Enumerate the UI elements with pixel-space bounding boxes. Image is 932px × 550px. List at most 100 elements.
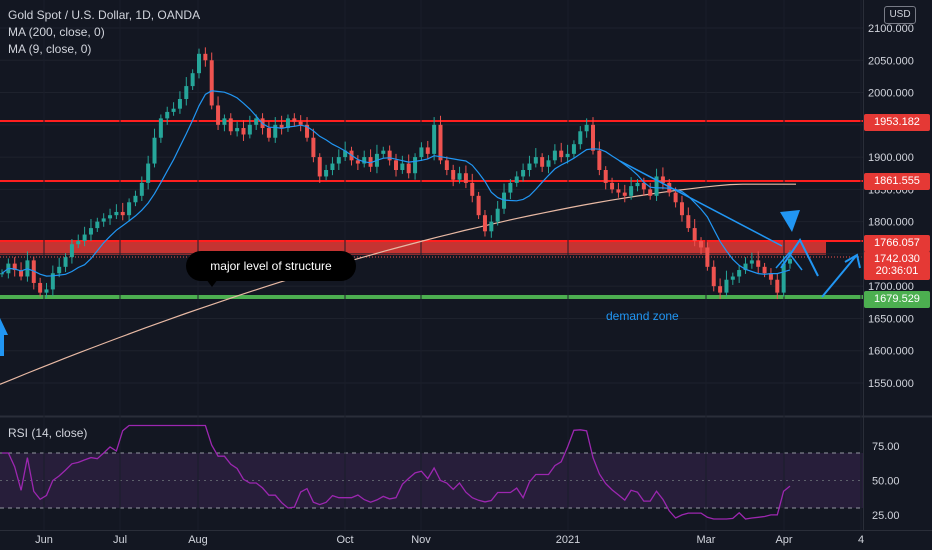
candle-body xyxy=(209,60,214,106)
candle-body xyxy=(127,202,132,216)
ma200-line xyxy=(0,183,796,385)
candle-body xyxy=(133,195,138,203)
candle-body xyxy=(495,208,500,222)
candle-body xyxy=(228,118,233,132)
candle-body xyxy=(463,173,468,183)
candle-body xyxy=(711,266,716,287)
down-arrow-icon[interactable] xyxy=(780,210,800,232)
projection-up-arrow[interactable] xyxy=(821,255,857,298)
candle-body xyxy=(273,124,278,138)
candle-body xyxy=(457,173,462,180)
candle-body xyxy=(559,150,564,158)
chart-title: Gold Spot / U.S. Dollar, 1D, OANDA xyxy=(8,8,201,22)
candle-body xyxy=(438,124,443,161)
candle-body xyxy=(171,108,176,112)
candle-body xyxy=(622,192,627,196)
candle-body xyxy=(641,182,646,190)
rsi-tick-label: 75.00 xyxy=(872,441,900,453)
candle-body xyxy=(476,195,481,216)
time-tick-label: 4 xyxy=(858,534,864,546)
candle-body xyxy=(197,53,201,74)
candle-body xyxy=(216,105,221,125)
candle-body xyxy=(616,189,621,193)
candle-body xyxy=(406,163,411,174)
time-tick-label: Mar xyxy=(697,534,716,546)
time-tick-label: Jul xyxy=(113,534,127,546)
candle-body xyxy=(521,170,526,177)
rsi-axis: 25.00 50.00 75.00 xyxy=(872,441,900,522)
candle-body xyxy=(95,221,100,229)
ma9-legend[interactable]: MA (9, close, 0) xyxy=(8,42,92,56)
candle-body xyxy=(317,157,322,177)
candle-body xyxy=(482,215,487,232)
time-tick-label: Apr xyxy=(775,534,792,546)
candle-body xyxy=(597,150,602,170)
candle-body xyxy=(254,118,259,125)
candle-body xyxy=(737,270,742,277)
candle-body xyxy=(591,124,595,151)
candle-body xyxy=(762,266,767,274)
candle-body xyxy=(654,176,659,196)
ma9-line xyxy=(1,90,791,277)
price-tag: 20:36:01 xyxy=(864,263,930,281)
price-tick-label: 1550.000 xyxy=(868,378,914,390)
trend-line[interactable] xyxy=(619,160,783,247)
candle-body xyxy=(381,150,386,154)
candle-body xyxy=(88,228,93,235)
candle-body xyxy=(432,124,437,154)
candle-body xyxy=(400,163,405,170)
price-tag: 1766.057 xyxy=(864,235,930,253)
candle-body xyxy=(311,137,316,158)
candle-body xyxy=(152,137,157,164)
candle-body xyxy=(158,118,163,138)
currency-button[interactable]: USD xyxy=(884,6,916,24)
candle-body xyxy=(330,163,335,170)
candle-body xyxy=(413,157,418,174)
candle-body xyxy=(190,73,195,87)
candle-body xyxy=(63,257,68,267)
candle-body xyxy=(699,241,704,248)
rsi-title[interactable]: RSI (14, close) xyxy=(8,426,88,440)
candle-body xyxy=(387,150,392,161)
candle-body xyxy=(743,263,748,271)
candle-body xyxy=(82,234,87,241)
candle-body xyxy=(679,202,684,216)
structure-callout[interactable]: major level of structure xyxy=(186,251,356,287)
candle-body xyxy=(527,163,532,170)
candle-body xyxy=(0,273,4,275)
ma200-legend[interactable]: MA (200, close, 0) xyxy=(8,25,105,39)
candle-body xyxy=(635,182,640,187)
candle-body xyxy=(470,182,475,196)
candle-body xyxy=(305,124,310,138)
candle-body xyxy=(514,176,519,183)
candle-body xyxy=(648,189,653,196)
candle-body xyxy=(336,157,341,164)
candle-body xyxy=(355,160,360,164)
candle-body xyxy=(139,182,144,196)
candle-body xyxy=(540,157,545,167)
price-tick-label: 2050.000 xyxy=(868,55,914,67)
projection-zigzag[interactable] xyxy=(780,238,819,277)
candle-body xyxy=(285,118,290,129)
price-tick-label: 2100.000 xyxy=(868,23,914,35)
candle-body xyxy=(292,118,297,122)
candle-body xyxy=(508,182,513,193)
candle-body xyxy=(241,128,246,135)
rsi-tick-label: 50.00 xyxy=(872,476,900,488)
up-arrow-icon[interactable] xyxy=(0,318,8,356)
candle-body xyxy=(718,286,723,293)
price-tag: 1742.030 xyxy=(864,250,930,268)
price-tick-label: 2000.000 xyxy=(868,88,914,100)
candle-body xyxy=(660,176,665,183)
candle-body xyxy=(324,170,329,177)
candle-body xyxy=(368,157,373,167)
demand-zone-label[interactable]: demand zone xyxy=(606,309,679,323)
candle-body xyxy=(108,215,113,219)
candle-body xyxy=(705,247,710,267)
rsi-line xyxy=(2,424,791,520)
candles xyxy=(0,47,792,300)
candle-body xyxy=(673,192,678,203)
candle-body xyxy=(165,111,170,119)
price-tick-label: 1650.000 xyxy=(868,313,914,325)
